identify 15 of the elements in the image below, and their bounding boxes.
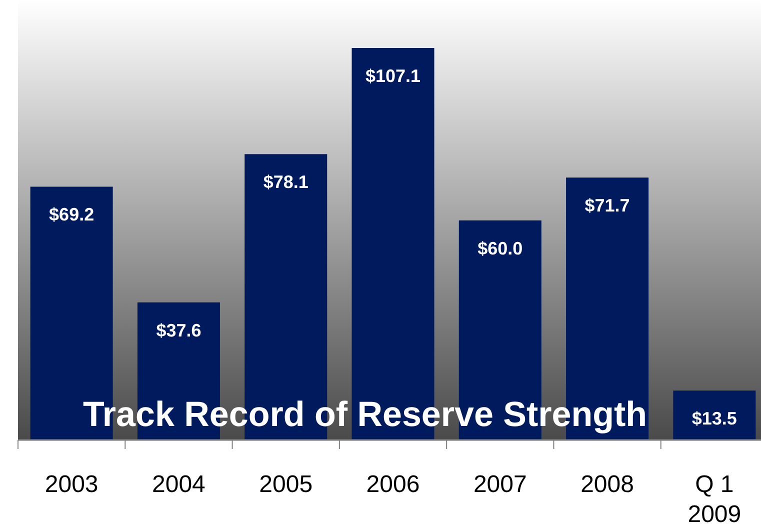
x-tick-label: 2006 — [366, 471, 420, 498]
x-tick-label: Q 1 2009 — [688, 471, 742, 525]
data-label: $107.1 — [365, 66, 421, 86]
x-tick-label: 2007 — [473, 471, 527, 498]
data-label: $71.7 — [584, 196, 630, 216]
data-label: $69.2 — [49, 204, 94, 225]
data-label: $78.1 — [263, 172, 308, 192]
x-tick-label: 2005 — [259, 471, 313, 498]
x-tick-label: 2003 — [44, 471, 98, 498]
data-label: $37.6 — [156, 320, 202, 340]
data-label: $13.5 — [692, 408, 737, 429]
x-tick-label: 2004 — [152, 471, 206, 498]
x-tick-label: 2008 — [580, 471, 634, 498]
text: Track Record of Reserve Strength — [82, 395, 648, 434]
data-label: $60.0 — [478, 238, 523, 258]
